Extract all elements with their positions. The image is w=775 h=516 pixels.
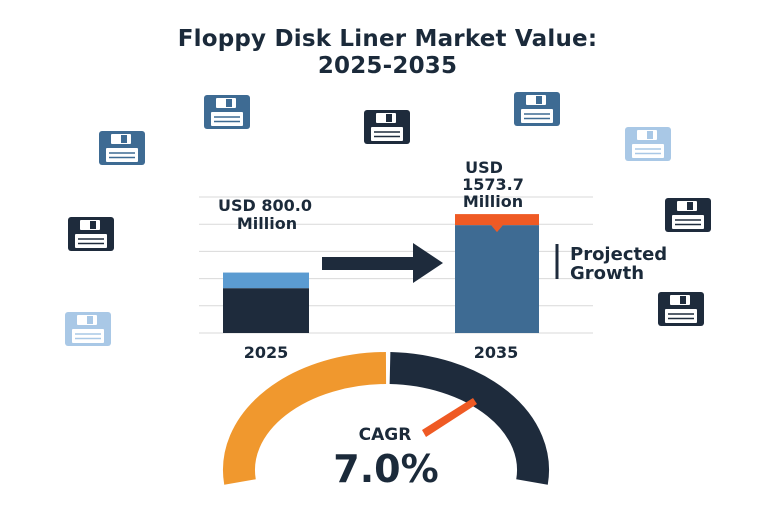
- floppy-disk-icon: [67, 216, 115, 252]
- floppy-icons: [64, 91, 712, 347]
- data-label-2025-line1: USD 800.0: [218, 196, 312, 215]
- gauge-needle: [422, 398, 477, 437]
- annotation-line2: Growth: [570, 263, 644, 284]
- floppy-disk-icon: [203, 94, 251, 130]
- data-label-2035-line3: Million: [463, 192, 523, 211]
- floppy-disk-icon: [64, 311, 112, 347]
- arrow-head: [413, 243, 443, 283]
- floppy-disk-icon: [98, 130, 146, 166]
- floppy-disk-icon: [664, 197, 712, 233]
- annotation-line1: Projected: [570, 244, 667, 265]
- gauge-arc-dark: [389, 352, 550, 485]
- projected-growth-annotation: Projected Growth: [555, 244, 667, 284]
- chart-title-line2: 2025-2035: [317, 53, 458, 79]
- cagr-label: CAGR: [359, 425, 412, 445]
- data-label-2035-line1: USD: [465, 158, 503, 177]
- bar-2035-cap: [455, 214, 539, 226]
- bar-2035-cap-notch: [491, 225, 503, 233]
- bar-2025-cap: [223, 272, 309, 289]
- x-axis-labels: 2025 2035: [244, 343, 519, 362]
- cagr-gauge: CAGR 7.0%: [222, 352, 550, 491]
- floppy-disk-icon: [657, 291, 705, 327]
- x-tick-label-2025: 2025: [244, 343, 289, 362]
- bars: [223, 214, 539, 333]
- growth-arrow: [322, 243, 443, 283]
- floppy-disk-icon: [624, 126, 672, 162]
- bar-2025: [223, 288, 309, 333]
- x-tick-label-2035: 2035: [474, 343, 519, 362]
- data-labels: USD 800.0 Million USD 1573.7 Million: [218, 158, 524, 233]
- data-label-2035-line2: 1573.7: [462, 175, 524, 194]
- arrow-shaft: [322, 257, 415, 270]
- floppy-disk-icon: [513, 91, 561, 127]
- cagr-value: 7.0%: [333, 447, 438, 491]
- gauge-arc-orange: [222, 352, 387, 485]
- floppy-disk-icon: [363, 109, 411, 145]
- bar-2035: [455, 225, 539, 333]
- data-label-2025-line2: Million: [237, 214, 297, 233]
- chart-title-line1: Floppy Disk Liner Market Value:: [177, 26, 598, 52]
